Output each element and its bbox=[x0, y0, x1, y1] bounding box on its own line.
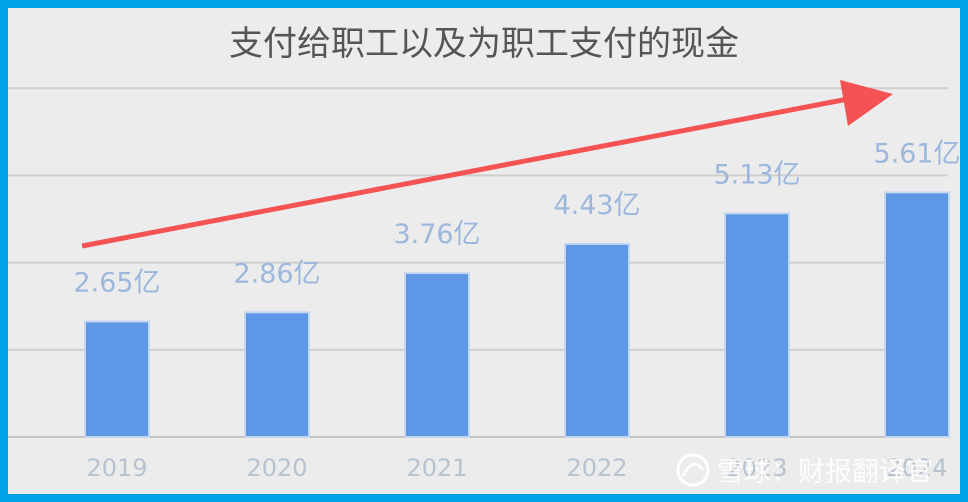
snowball-logo-icon bbox=[676, 453, 710, 487]
bar-2022 bbox=[564, 242, 630, 438]
watermark-text: 雪球：财报翻译官 bbox=[717, 457, 933, 488]
chart-title: 支付给职工以及为职工支付的现金 bbox=[229, 24, 739, 64]
x-tick-2024: 2024 bbox=[886, 454, 947, 482]
bar-2019 bbox=[84, 320, 150, 438]
bars bbox=[84, 191, 950, 438]
x-tick-2023: 2023 bbox=[726, 454, 787, 482]
gridlines bbox=[8, 87, 948, 438]
bar-2021 bbox=[404, 272, 470, 438]
watermark: 雪球：财报翻译官 bbox=[676, 453, 933, 488]
trend-arrow-shaft bbox=[81, 96, 849, 249]
trend-arrow bbox=[81, 80, 893, 249]
bar-2023 bbox=[724, 212, 790, 438]
bar-2020 bbox=[244, 311, 310, 438]
data-label-2021: 3.76亿 bbox=[393, 219, 480, 250]
data-label-2023: 5.13亿 bbox=[713, 159, 800, 190]
x-tick-2019: 2019 bbox=[86, 454, 147, 482]
bar-2024 bbox=[884, 191, 950, 438]
data-label-2024: 5.61亿 bbox=[873, 138, 960, 169]
x-tick-2020: 2020 bbox=[246, 454, 307, 482]
x-axis-ticks: 2019 2020 2021 2022 2023 2024 bbox=[86, 454, 947, 482]
trend-arrow-head bbox=[840, 80, 893, 126]
data-labels: 2.65亿 2.86亿 3.76亿 4.43亿 5.13亿 5.61亿 bbox=[73, 138, 960, 298]
data-label-2022: 4.43亿 bbox=[553, 190, 640, 221]
x-tick-2022: 2022 bbox=[566, 454, 627, 482]
x-tick-2021: 2021 bbox=[406, 454, 467, 482]
data-label-2020: 2.86亿 bbox=[233, 258, 320, 289]
data-label-2019: 2.65亿 bbox=[73, 267, 160, 298]
